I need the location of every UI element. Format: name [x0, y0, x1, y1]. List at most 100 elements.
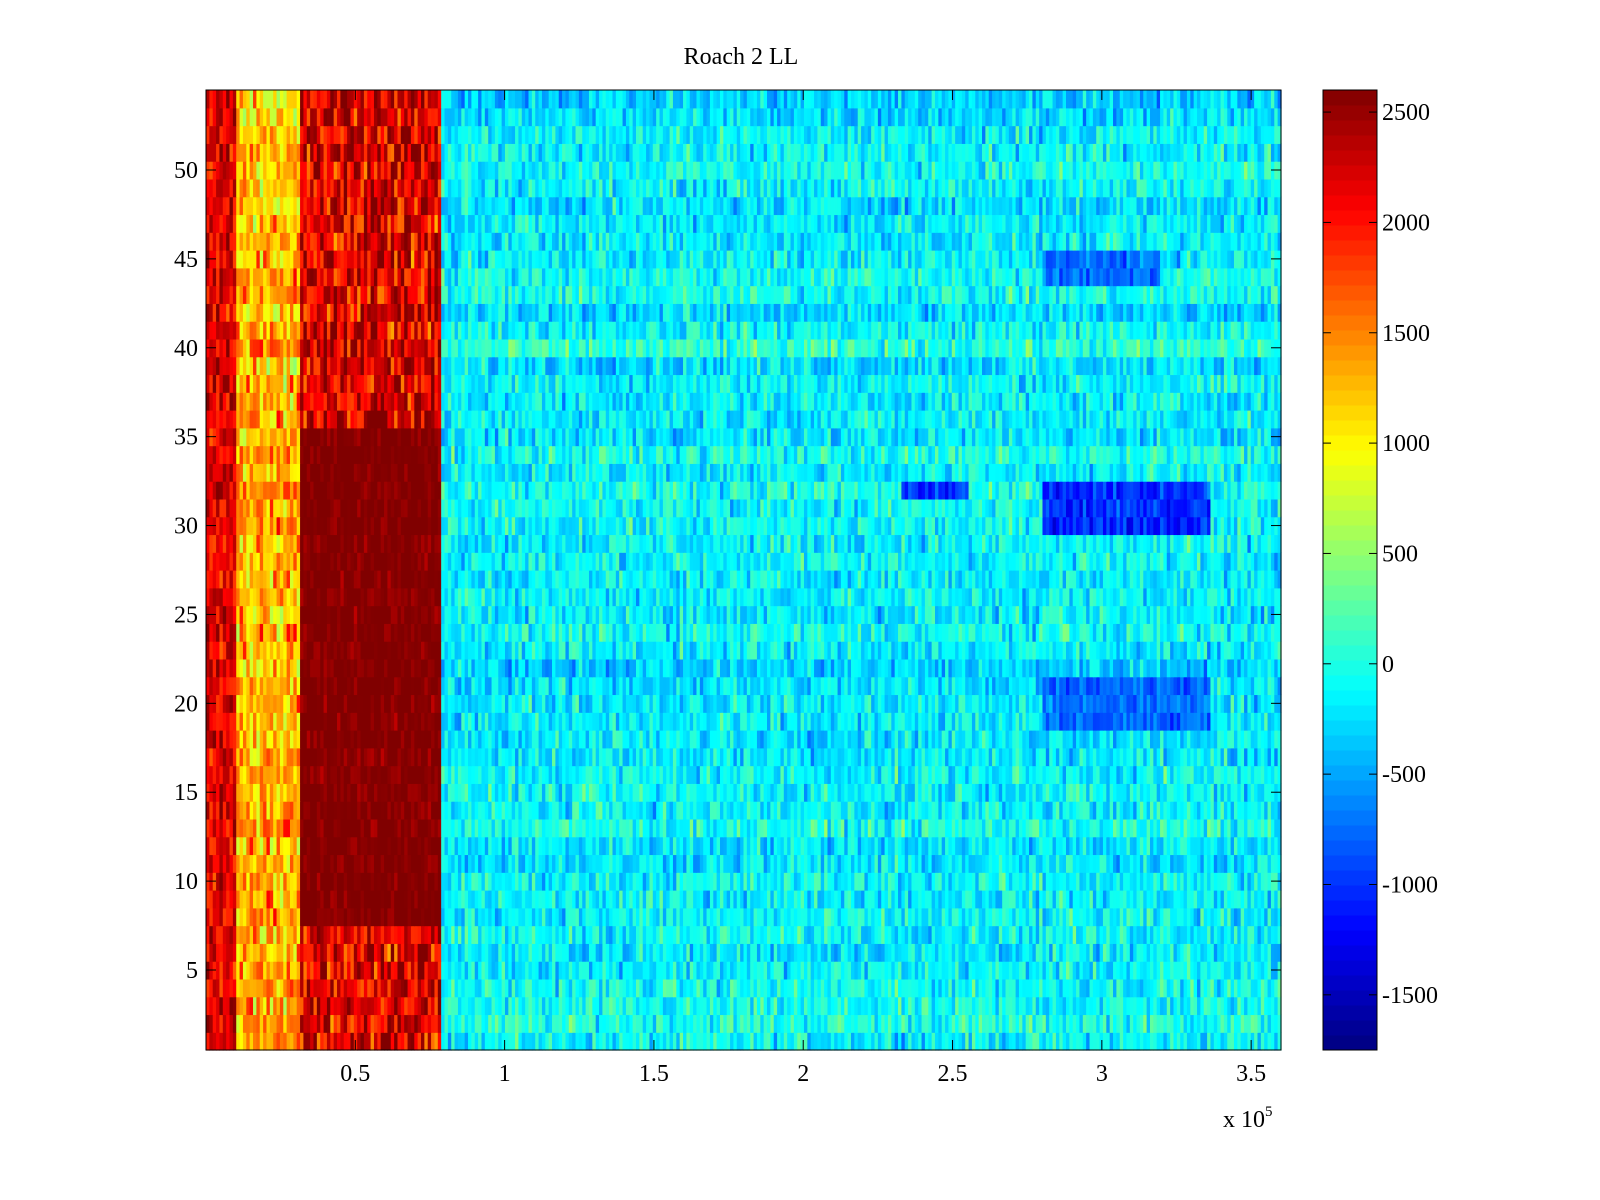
heatmap-cell	[689, 1032, 694, 1051]
heatmap-cell	[726, 801, 731, 820]
heatmap-cell	[1233, 907, 1238, 927]
heatmap-cell	[817, 961, 822, 980]
heatmap-cell	[1244, 783, 1249, 802]
heatmap-cell	[760, 1032, 765, 1051]
heatmap-cell	[807, 783, 812, 802]
heatmap-cell	[259, 1032, 264, 1051]
heatmap-cell	[464, 961, 469, 980]
heatmap-cell	[481, 854, 486, 873]
heatmap-cell	[854, 836, 859, 856]
heatmap-cell	[316, 907, 321, 927]
heatmap-cell	[1230, 890, 1235, 909]
heatmap-cell	[1220, 996, 1225, 1016]
heatmap-cell	[884, 872, 889, 891]
heatmap-cell	[636, 818, 640, 838]
heatmap-cell	[219, 872, 224, 891]
heatmap-cell	[468, 943, 472, 962]
heatmap-cell	[995, 890, 1000, 909]
heatmap-cell	[293, 961, 298, 980]
heatmap-cell	[1116, 943, 1121, 962]
heatmap-cell	[1008, 961, 1013, 980]
heatmap-cell	[525, 978, 530, 998]
heatmap-cell	[397, 907, 402, 927]
heatmap-cell	[797, 801, 802, 820]
heatmap-cell	[1029, 890, 1034, 909]
heatmap-cell	[558, 1032, 563, 1051]
heatmap-cell	[1146, 925, 1151, 944]
heatmap-cell	[1203, 818, 1208, 838]
heatmap-cell	[713, 765, 718, 784]
heatmap-cell	[337, 961, 341, 980]
heatmap-cell	[773, 890, 778, 909]
heatmap-cell	[958, 836, 963, 856]
heatmap-cell	[541, 925, 546, 944]
heatmap-cell	[995, 925, 1000, 944]
heatmap-cell	[1227, 854, 1232, 873]
heatmap-cell	[427, 1032, 432, 1051]
heatmap-cell	[545, 783, 550, 802]
heatmap-cell	[461, 996, 466, 1016]
heatmap-cell	[709, 801, 714, 820]
heatmap-cell	[407, 836, 412, 856]
heatmap-cell	[1200, 978, 1205, 998]
heatmap-cell	[343, 872, 348, 891]
heatmap-cell	[669, 978, 674, 998]
heatmap-cell	[679, 872, 684, 891]
heatmap-cell	[867, 836, 872, 856]
heatmap-cell	[249, 801, 254, 820]
heatmap-cell	[370, 1032, 375, 1051]
heatmap-cell	[484, 907, 489, 927]
heatmap-cell	[377, 836, 382, 856]
heatmap-cell	[242, 907, 247, 927]
heatmap-cell	[1092, 818, 1097, 838]
heatmap-cell	[884, 925, 889, 944]
heatmap-cell	[491, 1032, 496, 1051]
heatmap-cell	[531, 907, 536, 927]
heatmap-cell	[911, 907, 916, 927]
heatmap-cell	[373, 872, 378, 891]
heatmap-cell	[753, 907, 758, 927]
heatmap-cell	[642, 978, 647, 998]
heatmap-cell	[911, 943, 916, 962]
heatmap-cell	[1207, 925, 1212, 944]
heatmap-cell	[1200, 801, 1205, 820]
heatmap-cell	[1052, 925, 1057, 944]
heatmap-cell	[803, 961, 808, 980]
heatmap-cell	[646, 765, 651, 784]
heatmap-cell	[300, 836, 305, 856]
heatmap-cell	[410, 1032, 415, 1051]
heatmap-cell	[824, 961, 829, 980]
heatmap-cell	[1109, 836, 1114, 856]
heatmap-cell	[1143, 801, 1148, 820]
heatmap-cell	[887, 1014, 892, 1033]
heatmap-cell	[363, 818, 368, 838]
heatmap-cell	[928, 996, 933, 1016]
heatmap-cell	[437, 872, 442, 891]
heatmap-cell	[1116, 801, 1121, 820]
heatmap-cell	[871, 1014, 876, 1033]
heatmap-cell	[820, 1014, 825, 1033]
heatmap-cell	[595, 907, 600, 927]
heatmap-cell	[639, 818, 644, 838]
heatmap-cell	[390, 801, 395, 820]
heatmap-cell	[750, 925, 755, 944]
heatmap-cell	[424, 783, 429, 802]
heatmap-cell	[1250, 818, 1255, 838]
heatmap-cell	[820, 978, 825, 998]
heatmap-cell	[1257, 961, 1262, 980]
heatmap-cell	[508, 1032, 513, 1051]
heatmap-cell	[951, 854, 956, 873]
heatmap-cell	[320, 925, 325, 944]
heatmap-cell	[306, 1014, 311, 1033]
heatmap-cell	[1086, 978, 1091, 998]
heatmap-cell	[310, 943, 315, 962]
heatmap-cell	[407, 943, 412, 962]
heatmap-cell	[491, 801, 496, 820]
heatmap-cell	[840, 978, 845, 998]
heatmap-cell	[253, 1014, 257, 1033]
heatmap-cell	[740, 854, 745, 873]
heatmap-cell	[699, 801, 704, 820]
heatmap-cell	[216, 907, 221, 927]
heatmap-cell	[1113, 783, 1117, 802]
heatmap-cell	[491, 854, 496, 873]
